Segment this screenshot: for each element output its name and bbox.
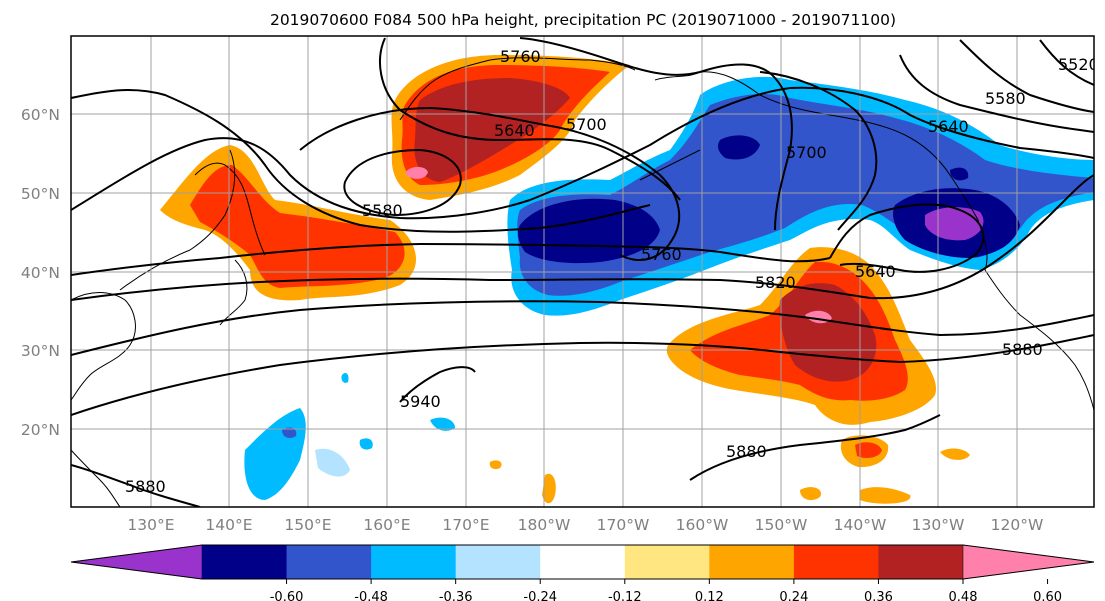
contour-label: 5640 bbox=[928, 117, 969, 136]
colorbar-tick-label: -0.36 bbox=[439, 590, 473, 601]
contour-label: 5760 bbox=[500, 47, 541, 66]
colorbar-segment bbox=[624, 545, 710, 579]
lat-label: 20°N bbox=[21, 421, 60, 439]
longitude-labels: 130°E 140°E 150°E 160°E 170°E 180°W 170°… bbox=[127, 516, 1043, 534]
colorbar-tick-label: -0.60 bbox=[270, 590, 304, 601]
colorbar-tick-label: 0.48 bbox=[949, 590, 978, 601]
contour-label: 5580 bbox=[362, 201, 403, 220]
colorbar-segment bbox=[709, 545, 795, 579]
contour-label: 5880 bbox=[125, 477, 166, 496]
colorbar-segment bbox=[455, 545, 541, 579]
colorbar-tick-label: -0.48 bbox=[354, 590, 388, 601]
lon-label: 130°W bbox=[912, 516, 965, 534]
contour-label: 5580 bbox=[985, 89, 1026, 108]
graticule bbox=[71, 36, 1094, 507]
latitude-labels: 60°N 50°N 40°N 30°N 20°N bbox=[21, 106, 60, 439]
colorbar-tick-label: 0.60 bbox=[1033, 590, 1062, 601]
colorbar-segment bbox=[371, 545, 457, 579]
colorbar-segment bbox=[878, 545, 964, 579]
lat-label: 40°N bbox=[21, 264, 60, 282]
lon-label: 120°W bbox=[991, 516, 1044, 534]
contour-label: 5880 bbox=[726, 442, 767, 461]
colorbar-tick-label: -0.12 bbox=[608, 590, 642, 601]
contour-label: 5640 bbox=[855, 262, 896, 281]
colorbar: -0.60 -0.48 -0.36 -0.24 -0.12 0.12 0.24 0.36 0.4… bbox=[70, 544, 1095, 601]
contour-label: 5760 bbox=[641, 245, 682, 264]
colorbar-tick-label: 0.12 bbox=[695, 590, 724, 601]
lon-label: 170°E bbox=[442, 516, 489, 534]
contour-labels: 5760 5640 5700 5580 5760 5700 5640 5580 … bbox=[125, 47, 1099, 496]
contour-label: 5520 bbox=[1058, 55, 1099, 74]
lat-label: 50°N bbox=[21, 185, 60, 203]
lon-label: 140°E bbox=[205, 516, 252, 534]
contour-label: 5700 bbox=[566, 115, 607, 134]
lon-label: 160°W bbox=[676, 516, 729, 534]
lon-label: 140°W bbox=[834, 516, 887, 534]
contour-label: 5640 bbox=[494, 121, 535, 140]
lon-label: 150°W bbox=[755, 516, 808, 534]
colorbar-extend-min bbox=[70, 544, 203, 580]
colorbar-segment bbox=[286, 545, 372, 579]
lon-label: 160°E bbox=[363, 516, 410, 534]
map-area: 5760 5640 5700 5580 5760 5700 5640 5580 … bbox=[71, 36, 1099, 507]
colorbar-tick-label: -0.24 bbox=[523, 590, 557, 601]
lon-label: 170°W bbox=[597, 516, 650, 534]
map-title: 2019070600 F084 500 hPa height, precipit… bbox=[270, 11, 896, 29]
colorbar-segment bbox=[540, 545, 626, 579]
colorbar-tick-label: 0.36 bbox=[864, 590, 893, 601]
lat-label: 60°N bbox=[21, 106, 60, 124]
contour-label: 5700 bbox=[786, 143, 827, 162]
map-frame bbox=[70, 35, 1095, 508]
colorbar-extend-max bbox=[962, 544, 1095, 580]
colorbar-segment bbox=[202, 545, 288, 579]
colorbar-tick-label: 0.24 bbox=[779, 590, 808, 601]
lon-label: 180°W bbox=[518, 516, 571, 534]
colorbar-segment bbox=[793, 545, 879, 579]
contour-label: 5820 bbox=[755, 273, 796, 292]
colorbar-outline bbox=[70, 544, 1095, 580]
contour-label: 5940 bbox=[400, 392, 441, 411]
lon-label: 150°E bbox=[284, 516, 331, 534]
contour-label: 5880 bbox=[1002, 340, 1043, 359]
height-contours bbox=[71, 37, 1094, 507]
lon-label: 130°E bbox=[127, 516, 174, 534]
lat-label: 30°N bbox=[21, 342, 60, 360]
